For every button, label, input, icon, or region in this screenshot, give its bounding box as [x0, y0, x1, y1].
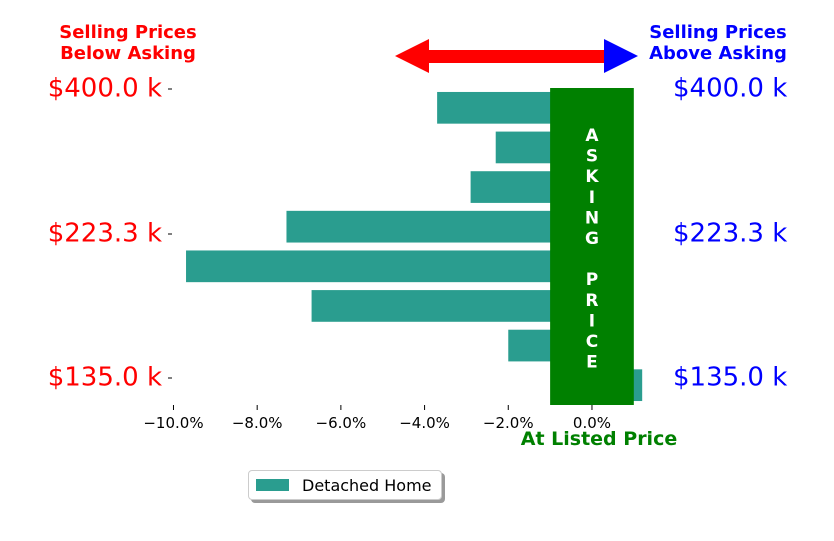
header-left-line: Below Asking [60, 43, 196, 64]
arrow-shaft [428, 50, 606, 63]
x-tick-label: −10.0% [143, 414, 203, 432]
legend-swatch [256, 479, 289, 491]
asking-price-letter: G [585, 229, 599, 249]
y-tick-label-right: $223.3 k [673, 219, 787, 249]
bar-4 [186, 250, 592, 283]
asking-price-letter: S [586, 147, 598, 167]
arrow-right-head-icon [604, 39, 638, 73]
asking-price-letter: N [585, 208, 599, 228]
asking-price-letter: I [589, 188, 595, 208]
x-tick-label: −4.0% [399, 414, 450, 432]
y-tick-label-right: $400.0 k [673, 74, 787, 104]
header-right-line: Selling Prices [649, 22, 786, 43]
at-listed-price-label: At Listed Price [521, 428, 677, 450]
bar-5 [311, 290, 592, 322]
asking-price-letter: K [585, 167, 599, 187]
y-tick-label-left: $400.0 k [48, 74, 162, 104]
legend-label: Detached Home [302, 475, 432, 495]
y-tick-label-left: $135.0 k [48, 363, 162, 393]
x-tick-label: −2.0% [483, 414, 534, 432]
x-tick-label: −8.0% [232, 414, 283, 432]
y-tick-label-right: $135.0 k [673, 363, 787, 393]
asking-price-letter: P [586, 270, 598, 290]
y-tick-label-left: $223.3 k [48, 219, 162, 249]
x-tick-label: 0.0% [573, 414, 611, 432]
bar-3 [286, 210, 592, 243]
asking-price-letter: A [585, 126, 599, 146]
header-left-line: Selling Prices [59, 22, 196, 43]
asking-price-letter: C [586, 332, 598, 352]
asking-price-letter: E [586, 353, 598, 373]
header-right-line: Above Asking [649, 43, 787, 64]
x-tick-label: −6.0% [316, 414, 367, 432]
asking-price-letter: R [585, 291, 598, 311]
legend: Detached Home [248, 470, 442, 500]
asking-price-band [550, 88, 634, 405]
asking-price-letter: I [589, 311, 595, 331]
arrow-left-head-icon [395, 39, 429, 73]
